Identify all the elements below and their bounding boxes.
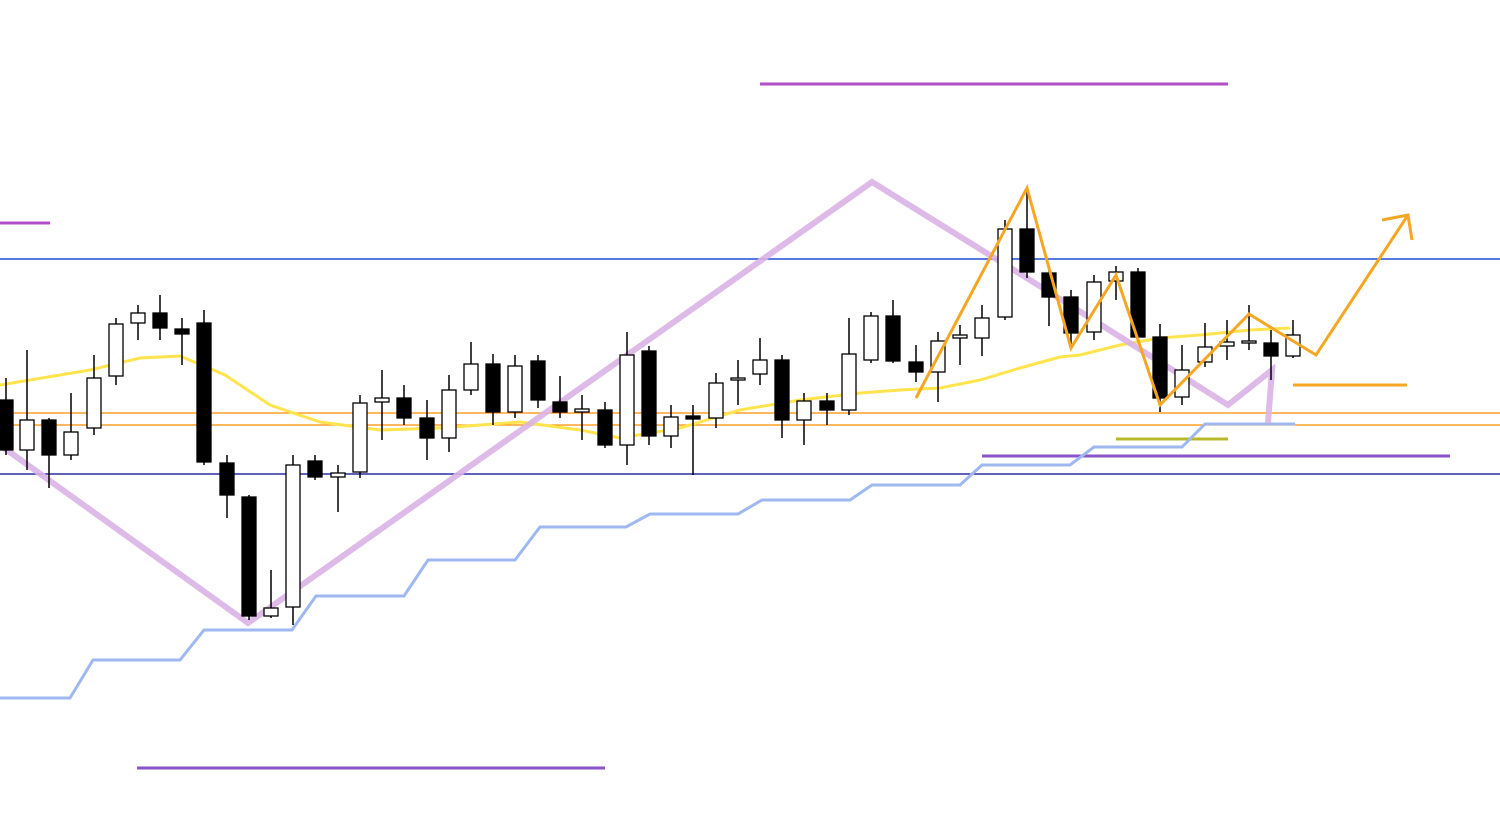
candle-body	[730, 377, 746, 381]
candle-body	[708, 382, 724, 419]
candle-body	[997, 228, 1013, 318]
candle-body	[685, 415, 701, 420]
candle-body	[263, 607, 279, 617]
candle-body	[774, 359, 790, 421]
candle-body	[63, 431, 79, 456]
candle-body	[463, 363, 479, 391]
candle-body	[307, 460, 323, 478]
candle-body	[396, 397, 412, 419]
candle-body	[441, 389, 457, 439]
candle-body	[330, 472, 346, 478]
candle-body	[0, 399, 14, 451]
candle-body	[819, 400, 835, 411]
trend-line	[914, 183, 1410, 408]
candle-body	[1241, 340, 1257, 344]
trend-line	[1381, 213, 1414, 241]
candle-body	[908, 361, 924, 373]
candle-body	[1063, 296, 1079, 334]
candle-body	[841, 353, 857, 411]
candle-body	[352, 402, 368, 473]
candle-body	[241, 496, 257, 617]
candle-body	[1152, 336, 1168, 399]
candle-body	[19, 419, 35, 451]
candle-body	[485, 363, 501, 413]
candle-body	[796, 400, 812, 421]
candle-body	[86, 377, 102, 429]
candle-body	[552, 401, 568, 413]
candle-body	[219, 462, 235, 496]
trend-line	[0, 326, 1291, 440]
candle-body	[863, 315, 879, 361]
candle-body	[641, 350, 657, 437]
trend-line	[0, 178, 1276, 627]
candle-body	[597, 409, 613, 446]
candle-body	[619, 354, 635, 446]
candle-body	[530, 360, 546, 401]
candle-body	[663, 416, 679, 437]
trend-line	[0, 422, 1295, 700]
candle-body	[974, 317, 990, 339]
candle-body	[196, 322, 212, 463]
candle-body	[1086, 281, 1102, 333]
candle-body	[574, 408, 590, 413]
candle-body	[374, 397, 390, 403]
candle-body	[507, 365, 523, 413]
candle-body	[1019, 228, 1035, 273]
candle-body	[419, 417, 435, 439]
candle-body	[130, 312, 146, 324]
candle-body	[41, 419, 57, 456]
candle-body	[108, 323, 124, 377]
candle-body	[152, 312, 168, 329]
candle-body	[285, 464, 301, 608]
candle-body	[952, 334, 968, 339]
candle-body	[752, 359, 768, 375]
candle-body	[174, 328, 190, 335]
candle-body	[1263, 342, 1279, 357]
candle-body	[885, 315, 901, 362]
candle-body	[1197, 346, 1213, 363]
